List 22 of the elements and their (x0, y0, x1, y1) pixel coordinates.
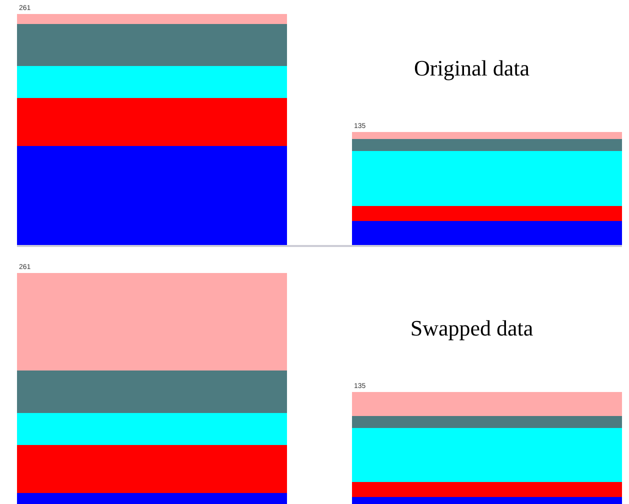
bar (352, 206, 622, 221)
bar (352, 132, 622, 139)
bar (17, 146, 288, 245)
bar (352, 428, 622, 482)
bar (17, 14, 288, 24)
bar (352, 220, 622, 245)
bar (352, 416, 622, 428)
text: Swapped data (410, 315, 534, 340)
bar (17, 66, 288, 98)
bar (352, 392, 622, 416)
bar (352, 138, 622, 151)
bar (17, 444, 288, 493)
bar (17, 273, 288, 371)
bar (17, 24, 288, 66)
bar (352, 482, 622, 498)
bar (352, 497, 622, 504)
bar (17, 412, 288, 445)
bar (17, 492, 288, 504)
bar (17, 370, 288, 413)
bar (352, 150, 622, 206)
bar (17, 98, 288, 146)
text: Original data (414, 56, 530, 81)
